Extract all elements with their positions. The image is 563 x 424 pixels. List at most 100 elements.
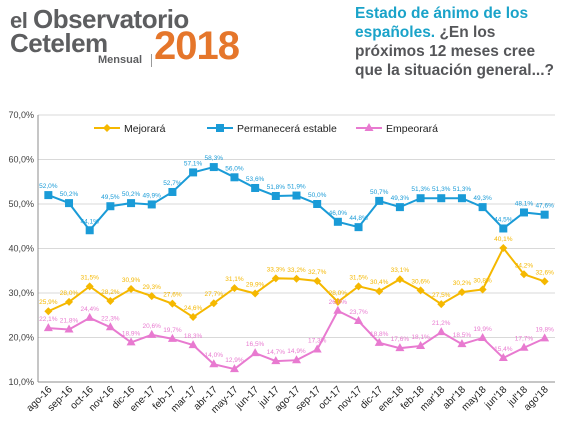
data-point-2 <box>292 355 301 364</box>
data-label-1: 44,1% <box>80 218 99 225</box>
data-point-2 <box>312 344 322 353</box>
data-label-1: 51,3% <box>432 186 451 193</box>
data-label-1: 49,3% <box>473 195 492 202</box>
data-label-2: 18,9% <box>122 330 141 337</box>
data-point-1 <box>416 194 425 203</box>
data-point-1 <box>251 183 260 192</box>
data-label-1: 49,5% <box>101 194 120 201</box>
data-label-1: 50,7% <box>370 189 389 196</box>
data-point-1 <box>540 210 549 219</box>
data-label-0: 31,5% <box>349 274 368 281</box>
data-point-1 <box>354 223 363 232</box>
data-label-0: 32,6% <box>535 269 554 276</box>
data-label-1: 51,8% <box>267 184 286 191</box>
data-label-0: 29,9% <box>246 281 265 288</box>
data-point-1 <box>168 187 177 196</box>
data-label-0: 30,4% <box>370 279 389 286</box>
data-label-2: 16,5% <box>246 341 265 348</box>
data-label-0: 28,0% <box>60 290 79 297</box>
data-label-1: 50,0% <box>308 192 327 199</box>
data-point-0 <box>333 297 342 306</box>
data-point-2 <box>519 342 529 351</box>
data-label-2: 14,0% <box>205 352 224 359</box>
data-point-1 <box>65 199 74 208</box>
data-label-1: 51,3% <box>453 186 472 193</box>
data-label-2: 22,1% <box>39 316 58 323</box>
data-point-2 <box>126 337 136 346</box>
data-point-0 <box>65 297 74 306</box>
data-label-1: 50,2% <box>122 191 141 198</box>
legend-label-1: Permanecerá estable <box>237 123 337 135</box>
legend-marker-0 <box>103 124 111 132</box>
logo-divider <box>151 54 152 67</box>
data-point-1 <box>44 191 53 200</box>
chart-title-question: ¿En los próximos 12 meses cree que la si… <box>355 24 554 79</box>
data-label-2: 19,7% <box>163 327 182 334</box>
data-label-1: 46,0% <box>329 210 348 217</box>
data-label-2: 12,9% <box>225 357 244 364</box>
data-label-0: 32,7% <box>308 269 327 276</box>
data-label-0: 31,1% <box>225 276 244 283</box>
data-label-0: 27,7% <box>205 291 224 298</box>
data-point-0 <box>251 289 260 298</box>
data-label-0: 33,1% <box>391 267 410 274</box>
data-label-0: 30,6% <box>411 278 430 285</box>
data-label-1: 51,9% <box>287 184 306 191</box>
data-point-2 <box>167 333 177 342</box>
data-label-1: 52,0% <box>39 183 58 190</box>
data-point-2 <box>43 323 53 332</box>
chart-title: Estado de ánimo de los españoles. ¿En lo… <box>355 4 560 80</box>
data-label-0: 30,9% <box>122 277 141 284</box>
data-point-0 <box>127 284 136 293</box>
data-label-2: 18,8% <box>370 331 389 338</box>
data-point-2 <box>85 312 95 321</box>
data-label-2: 21,8% <box>60 317 79 324</box>
data-point-2 <box>229 364 239 373</box>
data-label-2: 18,1% <box>411 334 430 341</box>
data-label-0: 24,6% <box>184 305 203 312</box>
data-point-2 <box>209 359 219 368</box>
data-label-0: 28,2% <box>101 289 120 296</box>
data-label-1: 57,1% <box>184 160 203 167</box>
data-label-1: 49,9% <box>143 192 162 199</box>
data-point-0 <box>519 270 528 279</box>
data-label-2: 21,2% <box>432 320 451 327</box>
data-point-0 <box>230 284 239 293</box>
y-tick-label: 10,0% <box>8 377 34 387</box>
legend-marker-1 <box>216 124 224 132</box>
data-label-0: 30,2% <box>453 280 472 287</box>
data-point-2 <box>416 340 426 349</box>
logo-cetelem: Cetelem <box>10 28 108 58</box>
data-point-0 <box>375 287 384 296</box>
data-point-1 <box>478 203 487 212</box>
data-point-1 <box>499 224 508 233</box>
data-label-1: 52,7% <box>163 180 182 187</box>
data-point-1 <box>292 191 301 200</box>
data-label-2: 23,7% <box>349 309 368 316</box>
data-point-1 <box>271 191 280 200</box>
data-label-2: 17,3% <box>308 338 327 345</box>
data-label-0: 33,3% <box>267 266 286 273</box>
data-point-1 <box>230 173 239 182</box>
logo-mensual: Mensual <box>98 54 143 66</box>
data-label-0: 27,5% <box>432 292 451 299</box>
data-label-1: 49,3% <box>391 195 410 202</box>
data-point-1 <box>127 199 136 208</box>
data-label-2: 18,5% <box>453 332 472 339</box>
data-point-0 <box>395 275 404 284</box>
data-point-1 <box>147 200 156 209</box>
data-point-1 <box>333 217 342 226</box>
data-label-0: 30,8% <box>473 277 492 284</box>
y-tick-label: 30,0% <box>8 288 34 298</box>
data-label-1: 44,5% <box>494 216 513 223</box>
data-point-2 <box>147 329 157 338</box>
y-tick-label: 20,0% <box>8 333 34 343</box>
legend-marker-2 <box>364 123 374 131</box>
data-point-0 <box>209 299 218 308</box>
data-label-0: 40,1% <box>494 236 513 243</box>
data-point-1 <box>395 203 404 212</box>
data-point-1 <box>85 226 94 235</box>
data-point-2 <box>105 322 115 331</box>
data-label-2: 19,8% <box>535 326 554 333</box>
